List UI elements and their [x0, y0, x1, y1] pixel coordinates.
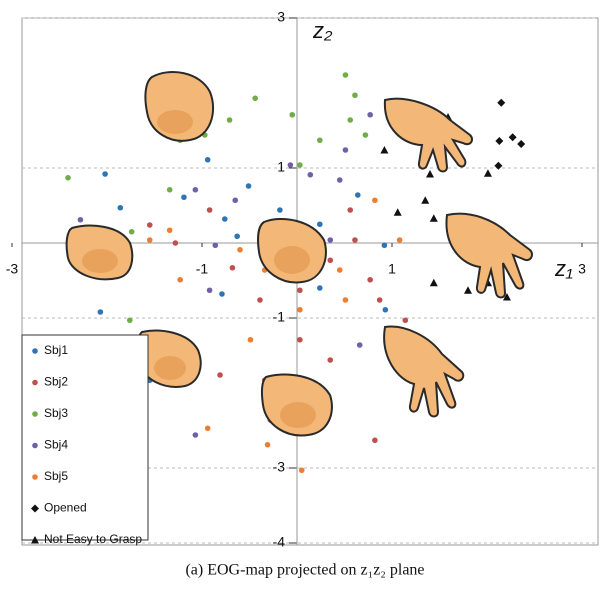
data-point — [343, 147, 349, 153]
data-point — [217, 372, 223, 378]
y-tick-label: -4 — [273, 534, 286, 550]
legend-marker — [32, 411, 38, 417]
data-point — [227, 117, 233, 123]
data-point — [327, 257, 333, 263]
legend-label: Sbj4 — [44, 438, 68, 452]
legend-marker — [32, 443, 38, 449]
data-point — [219, 291, 225, 297]
data-point — [337, 177, 343, 183]
data-point — [308, 172, 314, 178]
data-point — [352, 92, 358, 98]
data-point — [207, 287, 213, 293]
data-point — [177, 277, 183, 283]
x-axis-label: z₁ — [554, 256, 573, 281]
data-point — [193, 432, 199, 438]
data-point — [193, 187, 199, 193]
data-point — [246, 183, 252, 189]
data-point — [297, 337, 303, 343]
data-point — [205, 425, 211, 431]
legend-marker — [32, 380, 38, 386]
caption: (a) EOG-map projected on z₁z₂ plane — [185, 562, 424, 579]
data-point — [289, 112, 295, 118]
data-point — [257, 297, 263, 303]
data-point — [327, 357, 333, 363]
data-point — [173, 240, 179, 246]
data-point — [232, 197, 238, 203]
data-point — [299, 467, 305, 473]
x-tick-label: 3 — [578, 261, 586, 277]
data-point — [147, 222, 153, 228]
data-point — [327, 237, 333, 243]
data-point — [98, 309, 104, 315]
data-point — [357, 342, 363, 348]
data-point — [167, 187, 173, 193]
y-axis-label: z₂ — [312, 18, 333, 43]
data-point — [297, 162, 303, 168]
legend-label: Opened — [44, 501, 87, 515]
data-point — [265, 442, 271, 448]
legend-marker — [32, 348, 38, 354]
legend-label: Sbj1 — [44, 343, 68, 357]
data-point — [167, 227, 173, 233]
data-point — [118, 205, 124, 211]
chart: z₂ z₁ (a) EOG-map projected on z₁z₂ plan… — [0, 0, 611, 584]
data-point — [343, 297, 349, 303]
data-point — [234, 233, 240, 239]
data-point — [297, 287, 303, 293]
x-tick-label: -1 — [196, 261, 209, 277]
data-point — [382, 242, 388, 248]
data-point — [147, 237, 153, 243]
data-point — [127, 317, 133, 323]
data-point — [248, 337, 254, 343]
data-point — [367, 277, 373, 283]
legend-label: Sbj3 — [44, 406, 68, 420]
data-point — [252, 95, 258, 101]
data-point — [102, 171, 108, 177]
data-point — [317, 285, 323, 291]
data-point — [222, 216, 228, 222]
data-point — [355, 192, 361, 198]
data-point — [377, 297, 383, 303]
data-point — [129, 229, 135, 235]
data-point — [352, 237, 358, 243]
data-point — [288, 162, 294, 168]
data-point — [237, 247, 243, 253]
y-tick-label: 1 — [277, 159, 285, 175]
data-point — [372, 437, 378, 443]
data-point — [205, 157, 211, 163]
data-point — [213, 242, 219, 248]
data-point — [372, 197, 378, 203]
legend-label: Sbj5 — [44, 469, 68, 483]
data-point — [347, 207, 353, 213]
data-point — [65, 175, 71, 181]
data-point — [230, 265, 236, 271]
data-point — [317, 137, 323, 143]
data-point — [367, 112, 373, 118]
x-tick-label: 1 — [388, 261, 396, 277]
data-point — [317, 221, 323, 227]
data-point — [277, 207, 283, 213]
data-point — [383, 307, 389, 313]
data-point — [78, 217, 84, 223]
x-tick-label: -3 — [6, 261, 19, 277]
legend-label: Sbj2 — [44, 375, 68, 389]
legend-marker — [32, 474, 38, 480]
data-point — [403, 317, 409, 323]
y-tick-label: -1 — [273, 309, 286, 325]
data-point — [337, 267, 343, 273]
data-point — [343, 72, 349, 78]
data-point — [363, 132, 369, 138]
data-point — [181, 194, 187, 200]
data-point — [347, 117, 353, 123]
data-point — [397, 237, 403, 243]
legend-label: Not Easy to Grasp — [44, 532, 142, 546]
data-point — [297, 307, 303, 313]
y-tick-label: -3 — [273, 459, 286, 475]
y-tick-label: 3 — [277, 9, 285, 25]
data-point — [207, 207, 213, 213]
